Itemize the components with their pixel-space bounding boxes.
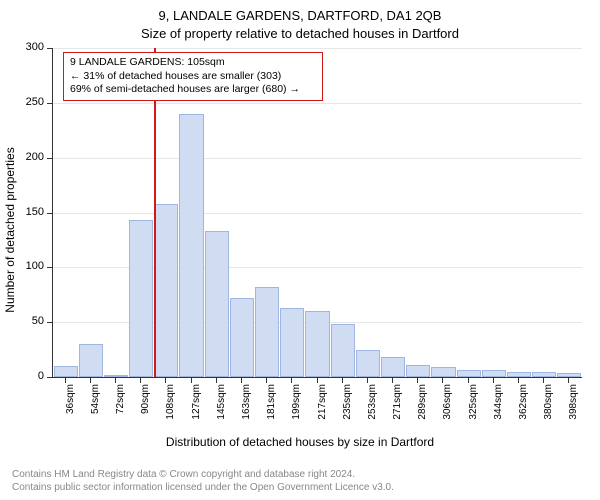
grid-line — [53, 103, 582, 104]
y-tick-label: 200 — [14, 151, 44, 163]
histogram-bar — [305, 311, 329, 377]
x-tick-mark — [468, 378, 469, 383]
y-tick-label: 300 — [14, 41, 44, 53]
y-tick-label: 0 — [14, 370, 44, 382]
attribution-line2: Contains public sector information licen… — [12, 481, 394, 494]
x-tick-mark — [518, 378, 519, 383]
attribution-line1: Contains HM Land Registry data © Crown c… — [12, 468, 394, 481]
grid-line — [53, 158, 582, 159]
x-tick-label: 398sqm — [568, 384, 579, 424]
y-tick-label: 250 — [14, 96, 44, 108]
chart-title-line2: Size of property relative to detached ho… — [0, 26, 600, 41]
histogram-bar — [507, 372, 531, 377]
x-tick-label: 380sqm — [543, 384, 554, 424]
x-tick-mark — [442, 378, 443, 383]
y-tick-label: 150 — [14, 206, 44, 218]
histogram-bar — [557, 373, 581, 377]
x-tick-mark — [65, 378, 66, 383]
histogram-bar — [205, 231, 229, 377]
histogram-bar — [179, 114, 203, 377]
x-tick-label: 90sqm — [140, 384, 151, 424]
y-tick-label: 50 — [14, 315, 44, 327]
x-axis-label: Distribution of detached houses by size … — [0, 435, 600, 449]
histogram-bar — [280, 308, 304, 377]
histogram-bar — [356, 350, 380, 377]
x-tick-label: 289sqm — [417, 384, 428, 424]
annotation-line3: 69% of semi-detached houses are larger (… — [70, 83, 316, 97]
histogram-bar — [129, 220, 153, 377]
x-tick-mark — [115, 378, 116, 383]
x-tick-label: 163sqm — [241, 384, 252, 424]
plot-area: 9 LANDALE GARDENS: 105sqm ← 31% of detac… — [52, 48, 582, 378]
x-tick-label: 271sqm — [392, 384, 403, 424]
x-tick-mark — [317, 378, 318, 383]
x-tick-mark — [291, 378, 292, 383]
grid-line — [53, 48, 582, 49]
y-tick-label: 100 — [14, 260, 44, 272]
histogram-bar — [406, 365, 430, 377]
histogram-bar — [381, 357, 405, 377]
histogram-bar — [331, 324, 355, 377]
x-tick-label: 362sqm — [518, 384, 529, 424]
histogram-bar — [230, 298, 254, 377]
chart-title-line1: 9, LANDALE GARDENS, DARTFORD, DA1 2QB — [0, 8, 600, 23]
histogram-bar — [154, 204, 178, 377]
annotation-box: 9 LANDALE GARDENS: 105sqm ← 31% of detac… — [63, 52, 323, 101]
grid-line — [53, 213, 582, 214]
x-tick-mark — [392, 378, 393, 383]
x-tick-label: 127sqm — [191, 384, 202, 424]
x-tick-label: 325sqm — [468, 384, 479, 424]
x-tick-label: 108sqm — [165, 384, 176, 424]
x-tick-mark — [241, 378, 242, 383]
x-tick-label: 235sqm — [342, 384, 353, 424]
x-tick-mark — [90, 378, 91, 383]
histogram-bar — [431, 367, 455, 377]
histogram-bar — [104, 375, 128, 377]
x-tick-label: 54sqm — [90, 384, 101, 424]
x-tick-mark — [417, 378, 418, 383]
x-tick-label: 181sqm — [266, 384, 277, 424]
chart-container: 9, LANDALE GARDENS, DARTFORD, DA1 2QB Si… — [0, 0, 600, 500]
x-tick-mark — [191, 378, 192, 383]
histogram-bar — [482, 370, 506, 377]
x-tick-mark — [568, 378, 569, 383]
annotation-line2: ← 31% of detached houses are smaller (30… — [70, 70, 316, 84]
x-tick-label: 199sqm — [291, 384, 302, 424]
x-tick-label: 36sqm — [65, 384, 76, 424]
histogram-bar — [79, 344, 103, 377]
x-tick-mark — [140, 378, 141, 383]
x-tick-label: 306sqm — [442, 384, 453, 424]
annotation-line1: 9 LANDALE GARDENS: 105sqm — [70, 56, 316, 70]
histogram-bar — [255, 287, 279, 377]
x-tick-mark — [367, 378, 368, 383]
x-tick-mark — [342, 378, 343, 383]
x-tick-label: 217sqm — [317, 384, 328, 424]
x-tick-mark — [543, 378, 544, 383]
attribution-text: Contains HM Land Registry data © Crown c… — [12, 468, 394, 494]
histogram-bar — [54, 366, 78, 377]
x-tick-mark — [216, 378, 217, 383]
x-tick-label: 253sqm — [367, 384, 378, 424]
x-tick-label: 344sqm — [493, 384, 504, 424]
x-tick-mark — [493, 378, 494, 383]
x-tick-label: 72sqm — [115, 384, 126, 424]
x-tick-mark — [165, 378, 166, 383]
x-tick-mark — [266, 378, 267, 383]
histogram-bar — [457, 370, 481, 377]
x-tick-label: 145sqm — [216, 384, 227, 424]
y-axis-label: Number of detached properties — [3, 147, 17, 312]
histogram-bar — [532, 372, 556, 377]
